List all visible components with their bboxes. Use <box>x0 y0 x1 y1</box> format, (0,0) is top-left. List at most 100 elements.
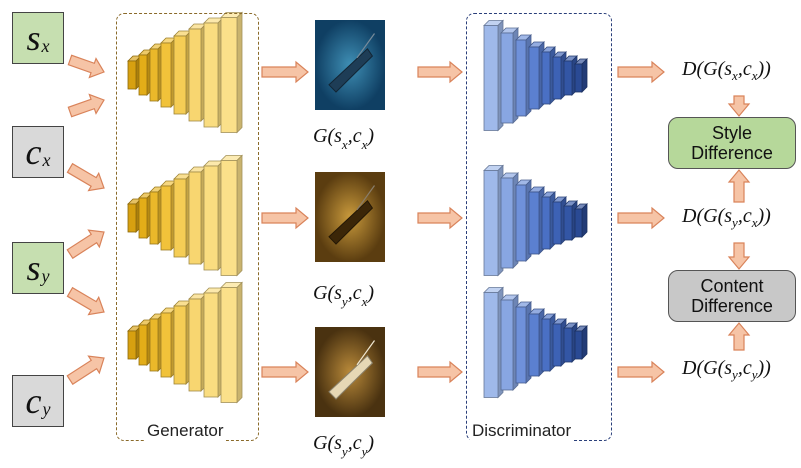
discriminator-layer <box>574 330 583 360</box>
generator-layer <box>138 197 148 239</box>
discriminator-layer <box>515 306 527 384</box>
discriminator-layer <box>563 327 573 363</box>
generator-output-arrow <box>261 206 309 230</box>
generator-layer <box>220 17 238 133</box>
shipwreck-mast <box>356 185 375 211</box>
discriminator-layer <box>483 25 499 131</box>
generator-layer <box>173 35 187 115</box>
generator-layer <box>160 312 172 378</box>
input-subscript: y <box>41 265 50 286</box>
shipwreck-shape <box>328 355 374 400</box>
generator-layer <box>138 54 148 96</box>
discriminator-layer <box>483 170 499 276</box>
input-arrow <box>66 286 105 316</box>
generated-label-1: G(sx,cx) <box>313 125 375 152</box>
discriminator-output-arrow <box>617 206 665 230</box>
input-subscript: x <box>41 35 50 56</box>
discriminator-layer <box>500 299 514 391</box>
output-label-3: D(G(sy,cy)) <box>682 357 771 382</box>
discriminator-layer <box>574 208 583 238</box>
generator-output-arrow <box>261 60 309 84</box>
generator-layer <box>149 48 159 102</box>
discriminator-layer <box>563 205 573 241</box>
to-content-difference-arrow <box>727 242 751 270</box>
generator-layer <box>138 324 148 366</box>
input-subscript: y <box>42 398 51 419</box>
input-arrow <box>66 229 105 260</box>
generator-box <box>116 13 259 441</box>
content-difference-line2: Difference <box>691 296 773 316</box>
discriminator-layer <box>541 51 551 105</box>
generator-layer <box>173 178 187 258</box>
generator-layer <box>160 185 172 251</box>
discriminator-label: Discriminator <box>470 421 574 441</box>
discriminator-layer <box>515 184 527 262</box>
shipwreck-shape <box>328 200 374 245</box>
generator-layer <box>173 305 187 385</box>
discriminator-output-arrow <box>617 360 665 384</box>
discriminator-input-arrow <box>417 206 463 230</box>
generated-label-2: G(sy,cx) <box>313 282 375 309</box>
style-difference-line1: Style <box>711 123 753 143</box>
generator-layer <box>220 287 238 403</box>
discriminator-layer <box>574 63 583 93</box>
input-symbol: c <box>25 381 42 421</box>
to-content-difference-arrow <box>727 322 751 351</box>
generated-label-3: G(sy,cy) <box>313 432 375 459</box>
generator-layer <box>149 191 159 245</box>
shipwreck-mast <box>356 340 375 366</box>
discriminator-input-arrow <box>417 360 463 384</box>
discriminator-layer <box>541 318 551 372</box>
to-style-difference-arrow <box>727 169 751 203</box>
style-difference-line2: Difference <box>691 143 773 163</box>
shipwreck-shape <box>328 48 374 93</box>
input-arrow <box>67 54 105 79</box>
input-symbol: c <box>25 132 42 172</box>
generator-layer <box>127 330 137 360</box>
input-arrow <box>66 355 105 386</box>
discriminator-layer <box>552 323 562 367</box>
output-label-2: D(G(sy,cx)) <box>682 205 771 230</box>
generator-output-arrow <box>261 360 309 384</box>
input-arrow <box>67 93 105 118</box>
discriminator-layer <box>541 196 551 250</box>
generator-layer <box>160 42 172 108</box>
discriminator-box <box>466 13 612 441</box>
generator-layer <box>203 165 219 271</box>
content-difference-box: Content Difference <box>668 270 796 322</box>
generator-layer <box>188 171 202 265</box>
discriminator-input-arrow <box>417 60 463 84</box>
discriminator-output-arrow <box>617 60 665 84</box>
to-style-difference-arrow <box>727 95 751 117</box>
generator-layer <box>203 22 219 128</box>
content-difference-line1: Content <box>700 276 764 296</box>
discriminator-layer <box>500 32 514 124</box>
generator-layer <box>220 160 238 276</box>
discriminator-layer <box>528 313 540 377</box>
discriminator-layer <box>552 56 562 100</box>
generator-layer <box>188 298 202 392</box>
input-symbol: s <box>26 18 41 58</box>
discriminator-layer <box>552 201 562 245</box>
discriminator-layer <box>515 39 527 117</box>
discriminator-layer <box>528 191 540 255</box>
discriminator-layer <box>563 60 573 96</box>
generator-layer <box>149 318 159 372</box>
generator-layer <box>188 28 202 122</box>
generator-label: Generator <box>145 421 226 441</box>
output-label-1: D(G(sx,cx)) <box>682 58 771 83</box>
generator-layer <box>127 60 137 90</box>
discriminator-layer <box>500 177 514 269</box>
shipwreck-mast <box>356 33 375 59</box>
input-arrow <box>66 162 105 192</box>
generator-layer <box>203 292 219 398</box>
input-symbol: s <box>26 248 41 288</box>
discriminator-layer <box>483 292 499 398</box>
discriminator-layer <box>528 46 540 110</box>
input-subscript: x <box>42 149 51 170</box>
